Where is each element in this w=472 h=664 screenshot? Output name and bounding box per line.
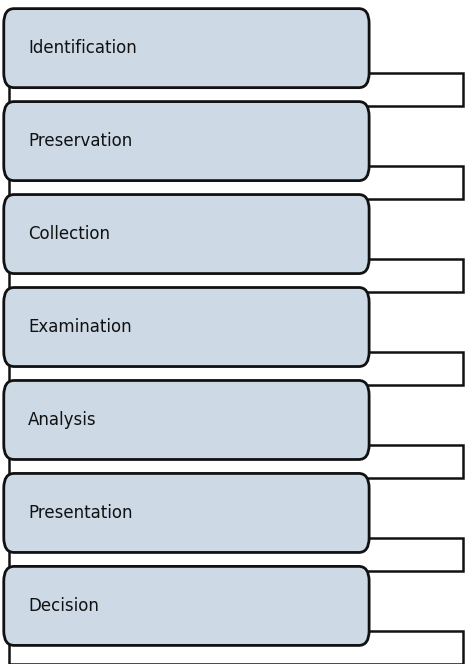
Text: Identification: Identification — [28, 39, 137, 57]
FancyBboxPatch shape — [4, 102, 369, 181]
FancyBboxPatch shape — [9, 259, 463, 292]
Text: Analysis: Analysis — [28, 411, 97, 429]
Text: Examination: Examination — [28, 318, 132, 336]
FancyBboxPatch shape — [4, 473, 369, 552]
Text: Presentation: Presentation — [28, 504, 133, 522]
FancyBboxPatch shape — [4, 380, 369, 459]
FancyBboxPatch shape — [4, 9, 369, 88]
FancyBboxPatch shape — [4, 566, 369, 645]
FancyBboxPatch shape — [9, 166, 463, 199]
Text: Decision: Decision — [28, 597, 99, 615]
FancyBboxPatch shape — [9, 73, 463, 106]
FancyBboxPatch shape — [4, 288, 369, 367]
FancyBboxPatch shape — [9, 445, 463, 478]
FancyBboxPatch shape — [9, 631, 463, 664]
Text: Collection: Collection — [28, 225, 110, 243]
FancyBboxPatch shape — [9, 538, 463, 571]
Text: Preservation: Preservation — [28, 132, 133, 150]
FancyBboxPatch shape — [9, 352, 463, 385]
FancyBboxPatch shape — [4, 195, 369, 274]
